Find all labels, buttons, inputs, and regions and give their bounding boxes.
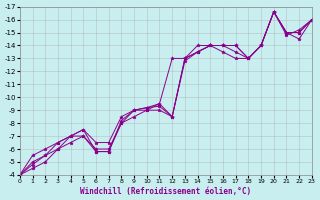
X-axis label: Windchill (Refroidissement éolien,°C): Windchill (Refroidissement éolien,°C) — [80, 187, 252, 196]
